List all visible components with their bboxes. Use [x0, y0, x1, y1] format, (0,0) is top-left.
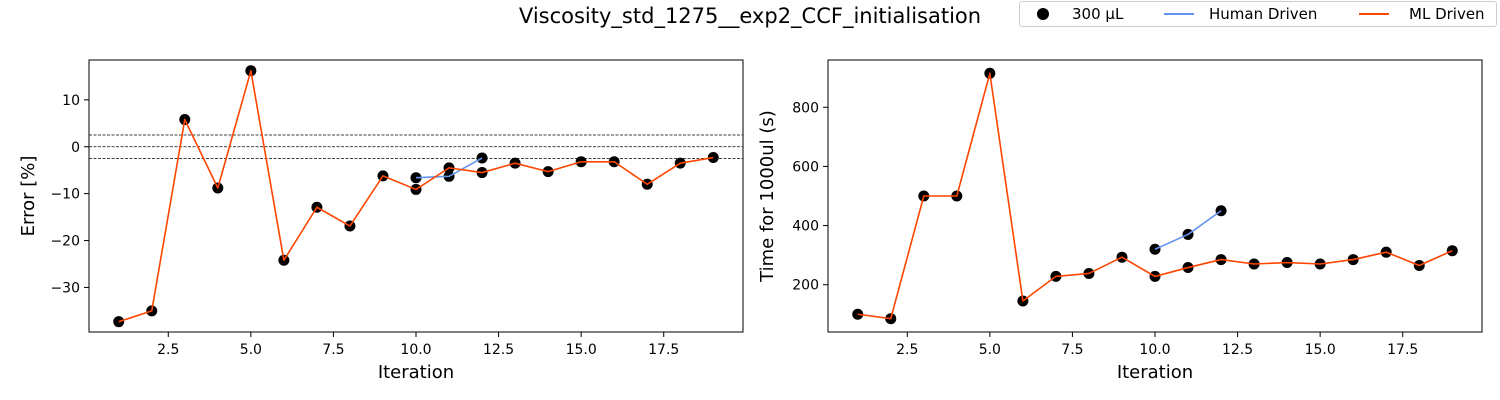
series-line-ml-driven [118, 69, 714, 323]
series-line-ml-driven [857, 72, 1453, 320]
y-tick-label: −30 [50, 280, 80, 296]
x-tick-label: 5.0 [240, 342, 262, 358]
x-tick-label: 12.5 [1222, 342, 1253, 358]
legend-label-human-driven: Human Driven [1209, 5, 1318, 23]
y-tick-label: 800 [792, 100, 819, 116]
y-axis-label: Time for 1000ul (s) [757, 110, 778, 283]
x-tick-label: 7.5 [322, 342, 344, 358]
legend-line-icon [1359, 13, 1389, 15]
y-tick-label: 200 [792, 278, 819, 294]
x-tick-label: 7.5 [1061, 342, 1083, 358]
legend-marker-icon [1037, 8, 1049, 20]
x-tick-label: 2.5 [157, 342, 179, 358]
series-line-human-driven [415, 157, 483, 179]
legend-line-icon [1164, 13, 1194, 15]
x-tick-label: 2.5 [896, 342, 918, 358]
plot-area-frame [827, 59, 1483, 333]
figure-suptitle: Viscosity_std_1275__exp2_CCF_initialisat… [518, 4, 982, 28]
plot-area-frame [88, 59, 744, 333]
x-axis-label: Iteration [378, 362, 454, 383]
y-tick-label: −10 [50, 187, 80, 203]
x-tick-label: 17.5 [1387, 342, 1418, 358]
y-tick-label: 10 [62, 93, 80, 109]
x-tick-label: 17.5 [648, 342, 679, 358]
x-tick-label: 15.0 [566, 342, 597, 358]
legend-label-300ul: 300 µL [1072, 5, 1124, 23]
y-tick-label: 400 [792, 219, 819, 235]
y-tick-label: 600 [792, 159, 819, 175]
y-axis-label: Error [%] [18, 156, 39, 237]
y-tick-label: 0 [71, 140, 80, 156]
x-tick-label: 15.0 [1305, 342, 1336, 358]
legend-label-ml-driven: ML Driven [1409, 5, 1485, 23]
series-line-human-driven [1154, 210, 1222, 250]
subplot-1: 2.5 5.0 7.5 10.0 12.5 15.0 17.5 10 0 −10 −20 −30 Ite… [18, 59, 744, 383]
x-tick-label: 5.0 [979, 342, 1001, 358]
x-axis-label: Iteration [1117, 362, 1193, 383]
x-tick-label: 12.5 [483, 342, 514, 358]
x-tick-label: 10.0 [1139, 342, 1170, 358]
x-tick-label: 10.0 [400, 342, 431, 358]
legend: 300 µL Human Driven ML Driven [1019, 1, 1497, 27]
subplot-2: 2.5 5.0 7.5 10.0 12.5 15.0 17.5 200 400 600 800 Ite… [757, 59, 1483, 383]
y-tick-label: −20 [50, 234, 80, 250]
